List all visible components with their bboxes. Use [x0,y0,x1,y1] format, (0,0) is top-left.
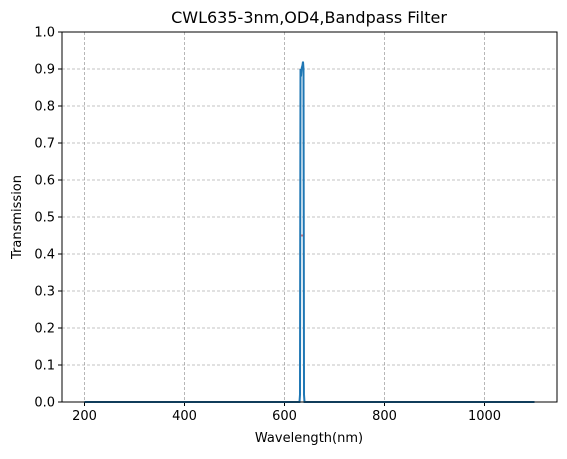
y-tick-label: 0.6 [34,174,55,189]
data-line [84,61,535,403]
x-tick-label: 800 [372,409,397,424]
y-tick-label: 0.4 [34,248,55,263]
y-tick-label: 0.2 [34,322,55,337]
x-tick-label: 600 [272,409,297,424]
x-tick-label: 1000 [468,409,501,424]
y-tick-label: 0.3 [34,285,55,300]
x-tick-label: 400 [172,409,197,424]
y-tick-label: 1.0 [34,26,55,41]
x-axis-label: Wavelength(nm) [255,431,363,446]
y-axis-label: Transmission [10,175,25,260]
y-tick-label: 0.9 [34,63,55,78]
chart-title: CWL635-3nm,OD4,Bandpass Filter [171,8,447,27]
plot-frame [61,31,558,403]
y-tick-label: 0.8 [34,100,55,115]
y-tick-label: 0.0 [34,396,55,411]
x-tick-label: 200 [72,409,97,424]
y-tick-label: 0.1 [34,359,55,374]
y-tick-label: 0.5 [34,211,55,226]
y-tick-label: 0.7 [34,137,55,152]
